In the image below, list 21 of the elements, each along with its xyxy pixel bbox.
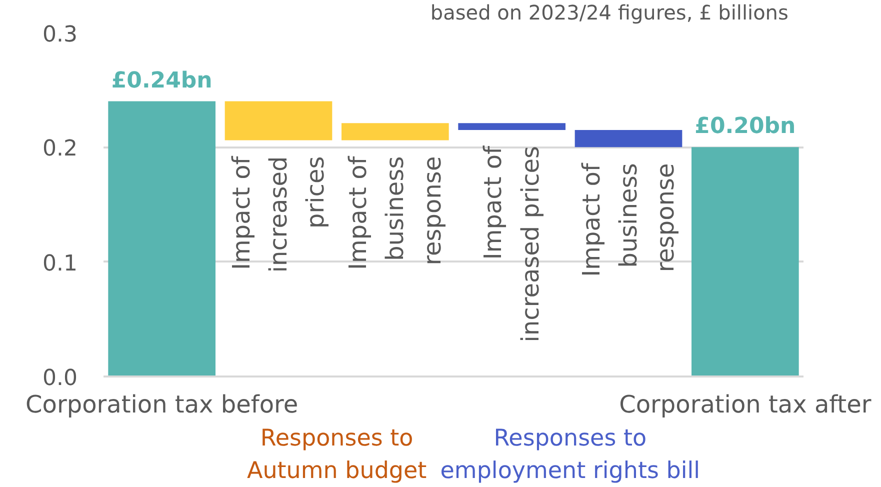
bar <box>342 123 449 140</box>
data-label: £0.24bn <box>111 68 212 94</box>
text: Responses to employment rights bill <box>440 426 700 484</box>
chart-subtitle: based on 2023/24 figures, £ billions <box>430 0 788 24</box>
text: Responses to Autumn budget <box>246 426 427 484</box>
y-tick-label: 0.3 <box>42 22 78 48</box>
bar <box>692 147 799 376</box>
x-tick-label: Impact of increased prices <box>227 156 330 273</box>
y-tick-label: 0.0 <box>42 366 78 391</box>
bar <box>458 123 566 130</box>
x-tick-label: Impact of increased prices <box>479 145 544 342</box>
bar <box>108 101 216 376</box>
y-tick-label: 0.1 <box>42 251 78 276</box>
x-tick-label: Corporation tax after <box>619 390 872 418</box>
data-label: £0.20bn <box>694 114 796 140</box>
y-tick-label: 0.2 <box>42 136 78 162</box>
x-tick-label: Impact of business response <box>577 162 680 277</box>
x-tick-label: Corporation tax before <box>26 390 298 418</box>
bar <box>574 130 682 148</box>
bar <box>224 101 332 140</box>
x-tick-label: Impact of business response <box>344 156 446 270</box>
